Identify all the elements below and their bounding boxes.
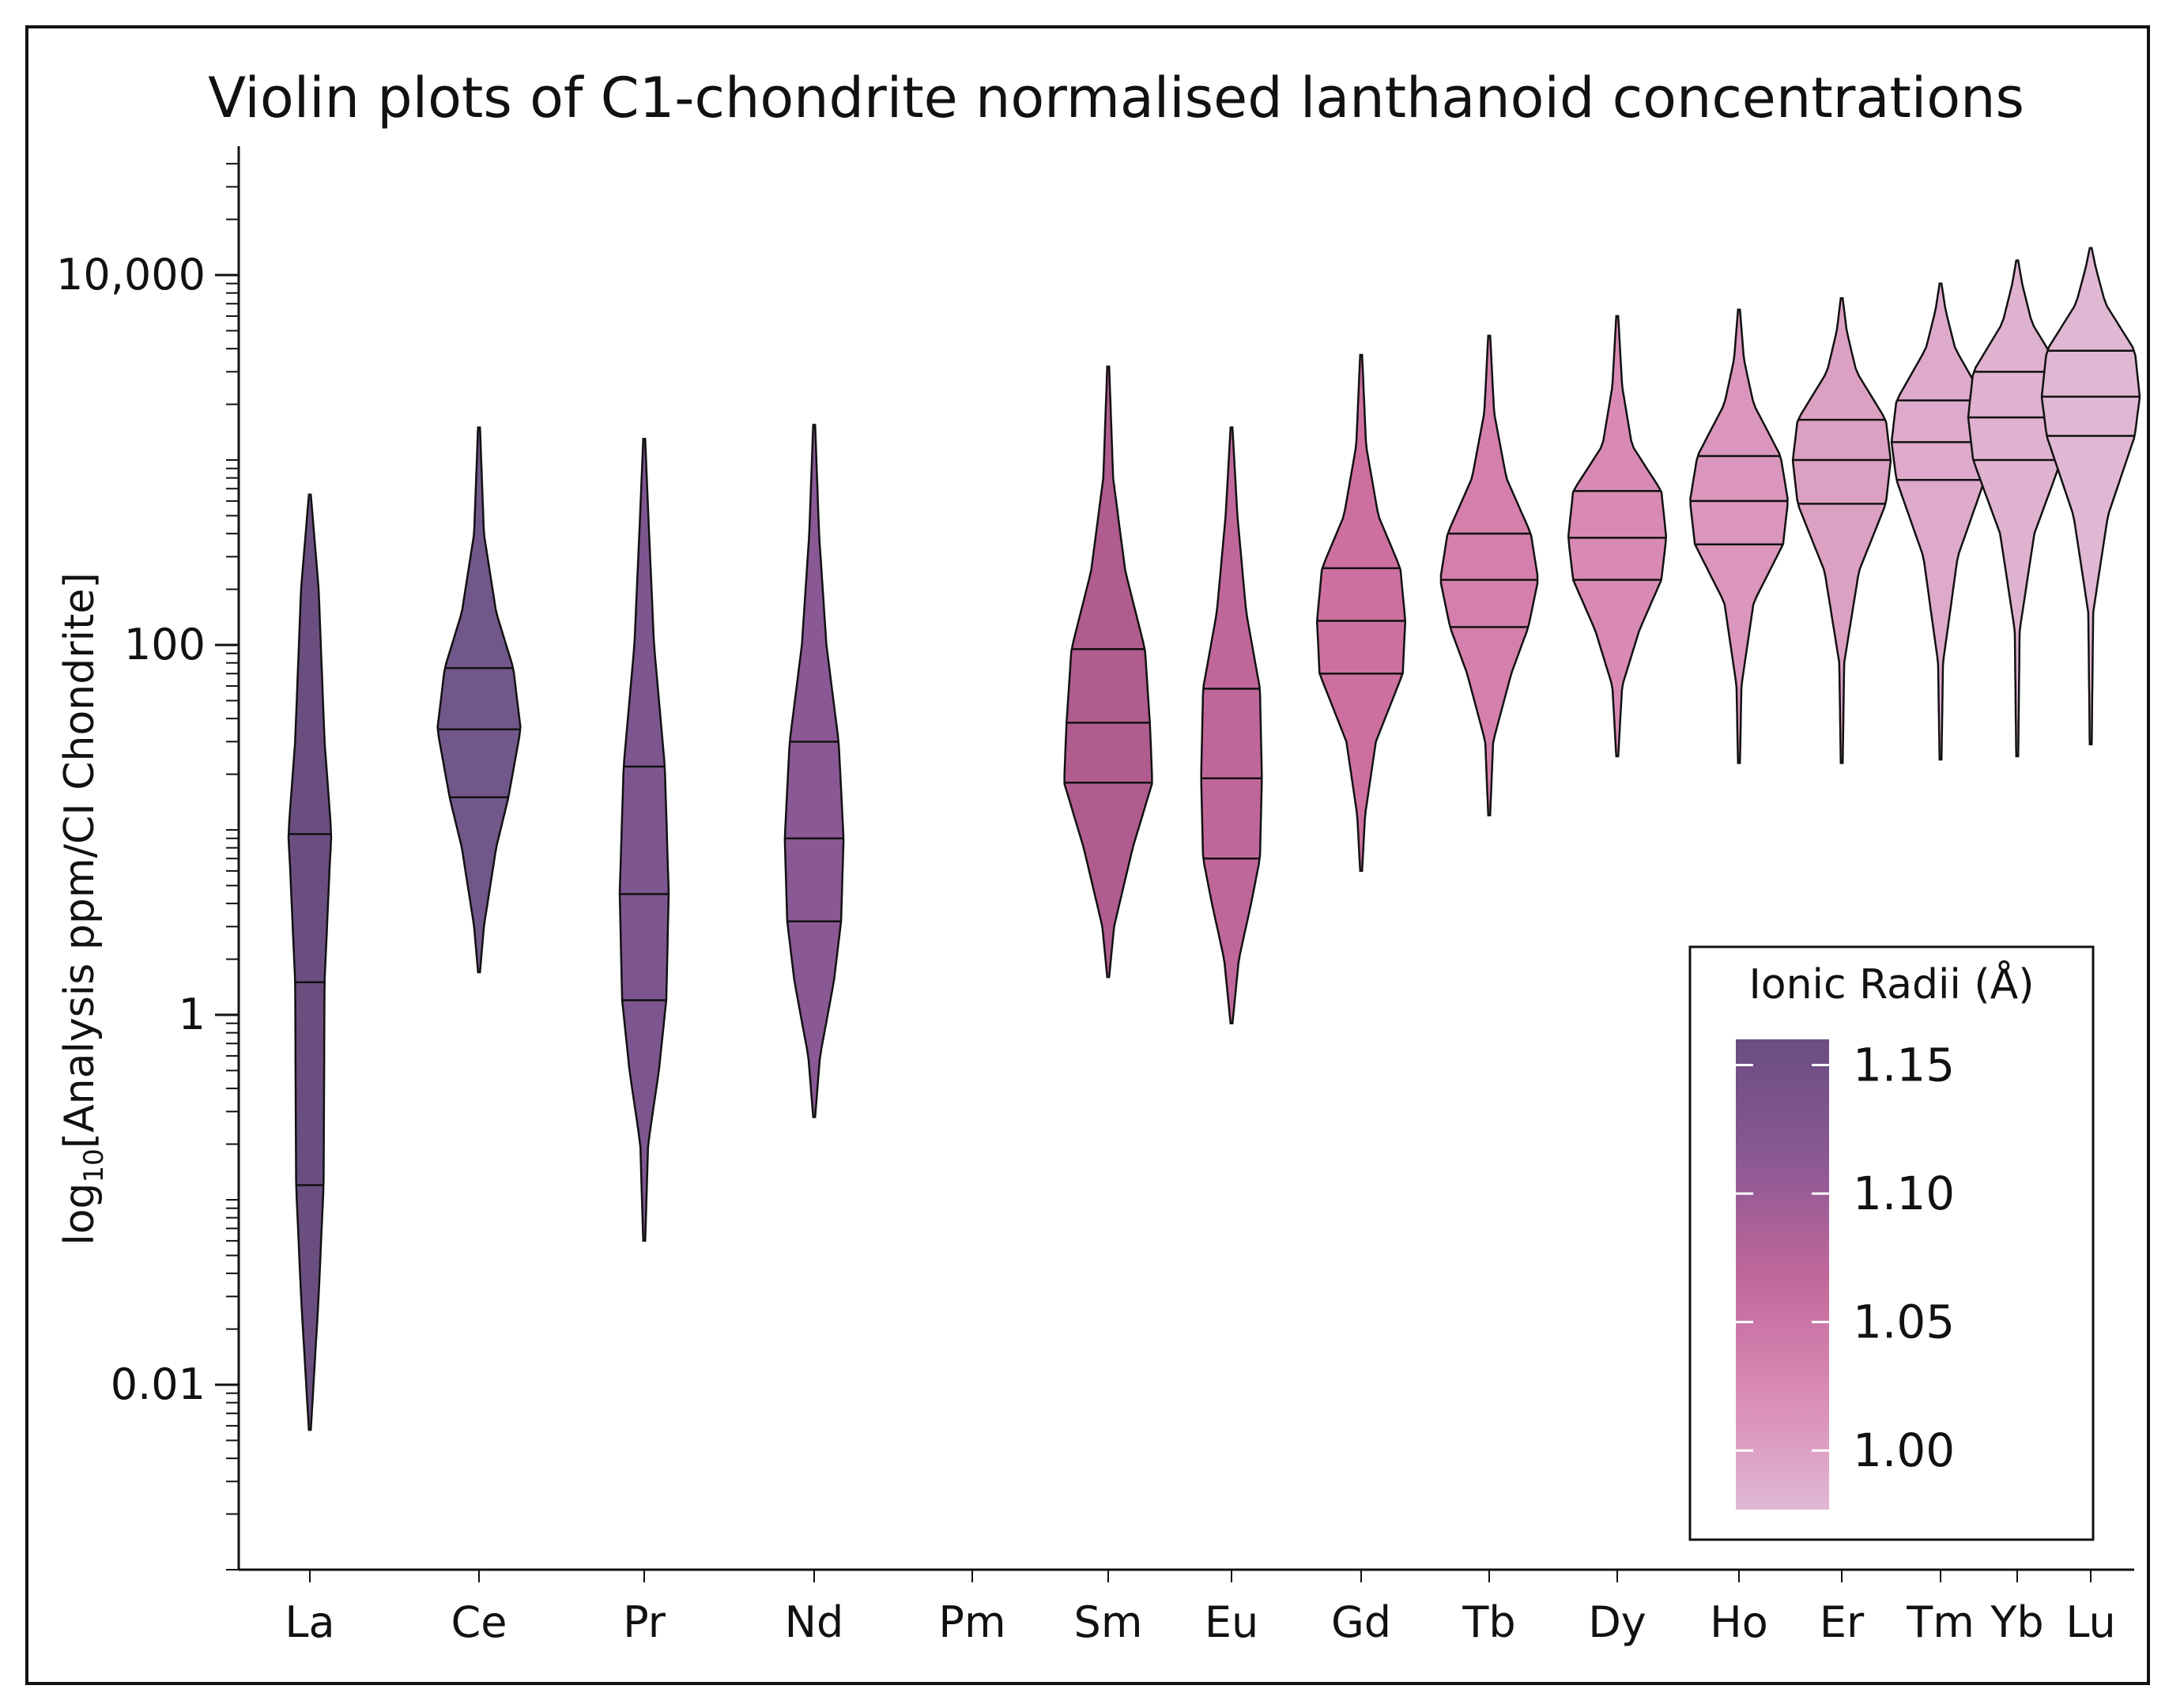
violin-body [783,424,845,1118]
x-tick-label-er: Er [1820,1597,1865,1647]
legend-title: Ionic Radii (Å) [1748,960,2034,1009]
legend-tick-label: 1.10 [1853,1167,1955,1220]
x-tick-label-nd: Nd [785,1597,844,1647]
x-tick-label-dy: Dy [1588,1597,1646,1647]
y-tick-label: 10,000 [56,250,206,300]
x-tick-label-gd: Gd [1331,1597,1391,1647]
axes: 0.01 1 100 10,000 [56,146,2134,1571]
legend-tick-label: 1.05 [1853,1295,1955,1349]
violin-tm [1890,282,1991,761]
x-tick-label-ce: Ce [451,1597,507,1647]
violin-ho [1689,308,1789,764]
x-tick-label-tm: Tm [1906,1597,1975,1647]
x-tick-label-pm: Pm [938,1597,1005,1647]
legend-colorbar [1736,1039,1829,1510]
violin-ce [436,426,522,974]
x-tick-label-yb: Yb [1990,1597,2043,1647]
violin-body [1200,426,1263,1024]
violins [287,247,2141,1431]
svg-text:log10[Analysis ppm/CI Chondrit: log10[Analysis ppm/CI Chondrite] [56,572,110,1246]
violin-gd [1315,353,1407,873]
violin-body [1063,365,1153,978]
violin-body [1890,282,1991,761]
violin-body [287,493,333,1431]
violin-body [1315,353,1407,873]
violin-la [287,493,333,1431]
y-tick-label: 100 [124,620,206,669]
violin-body [1439,334,1539,816]
violin-nd [783,424,845,1118]
violin-body [1791,296,1892,764]
x-tick-label-pr: Pr [623,1597,666,1647]
violin-eu [1200,426,1263,1024]
x-tick-label-eu: Eu [1205,1597,1258,1647]
x-axis-labels: La Ce Pr Nd Pm Sm Eu Gd Tb Dy Ho Er Tm Yb Lu [285,1570,2116,1647]
violin-lu [2040,247,2141,746]
x-tick-label-lu: Lu [2065,1597,2115,1647]
y-tick-label: 1 [179,990,206,1039]
violin-body [1967,259,2068,758]
violin-er [1791,296,1892,764]
y-tick-label: 0.01 [111,1359,206,1409]
x-tick-label-la: La [285,1597,334,1647]
violin-dy [1567,315,1668,758]
violin-yb [1967,259,2068,758]
legend-tick-label: 1.15 [1853,1039,1955,1092]
y-axis-label-text: [Analysis ppm/CI Chondrite] [56,572,104,1148]
violin-body [1689,308,1789,764]
chart-title: Violin plots of C1-chondrite normalised … [208,66,2024,130]
y-axis-label-log: log [56,1182,104,1245]
violin-body [2040,247,2141,746]
legend-tick-label: 1.00 [1853,1423,1955,1477]
figure-frame [25,25,2150,1685]
x-tick-label-tb: Tb [1462,1597,1515,1647]
x-tick-label-sm: Sm [1074,1597,1143,1647]
legend-ticks: 1.15 1.10 1.05 1.00 [1736,1039,1955,1477]
violin-tb [1439,334,1539,816]
y-axis-label-subscript: 10 [78,1148,110,1182]
violin-pr [618,438,670,1242]
y-axis-label: log10[Analysis ppm/CI Chondrite] [56,572,110,1246]
violin-sm [1063,365,1153,978]
violin-body [618,438,670,1242]
legend: Ionic Radii (Å) 1.15 1.10 1.05 1.00 [1688,945,2095,1541]
violin-body [436,426,522,974]
x-tick-label-ho: Ho [1710,1597,1768,1647]
violin-body [1567,315,1668,758]
